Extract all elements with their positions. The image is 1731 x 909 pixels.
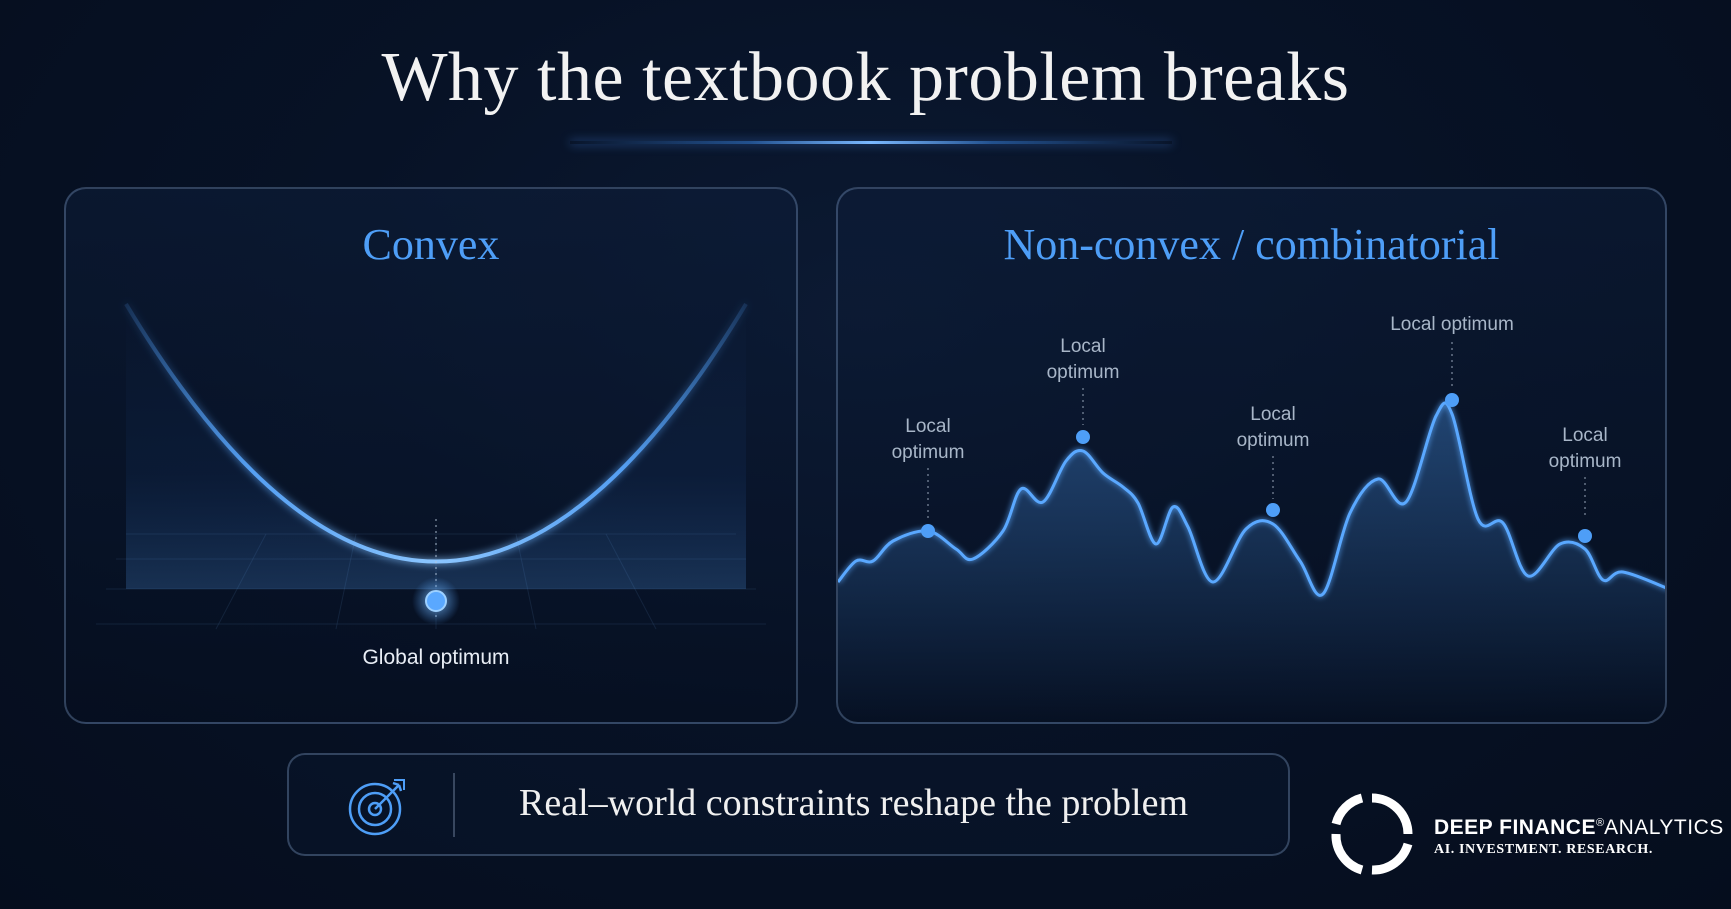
local-optimum-4: Local optimum [1390,314,1514,407]
local-optimum-label: optimum [1047,362,1120,383]
target-icon [348,779,405,836]
local-optimum-5: Local optimum [1549,425,1622,543]
nonconvex-panel-title: Non-convex / combinatorial [1003,220,1500,269]
banner-text: Real–world constraints reshape the probl… [519,782,1189,824]
local-optimum-label: optimum [1549,451,1622,472]
circular-arrows-logo [1331,793,1413,875]
local-optimum-marker [921,524,935,538]
local-optimum-label: Local optimum [1390,314,1514,335]
local-optimum-marker [1076,430,1090,444]
title-divider [570,141,1172,144]
local-optimum-label: Local [1250,404,1295,425]
brand: DEEP FINANCE®ANALYTICS AI. INVESTMENT. R… [1434,816,1724,858]
local-optimum-marker [1578,529,1592,543]
local-optimum-label: Local [905,416,950,437]
nonconvex-curve [838,401,1665,597]
nonconvex-curve-diagram: Local optimum Local optimum Local optimu… [838,314,1665,722]
convex-curve-diagram: Global optimum [96,302,766,669]
convex-panel: Convex [64,187,798,724]
local-optimum-2: Local optimum [1047,336,1120,444]
constraints-banner: Real–world constraints reshape the probl… [287,753,1290,856]
brand-name: DEEP FINANCE®ANALYTICS [1434,816,1724,839]
local-optimum-marker [1266,503,1280,517]
local-optimum-3: Local optimum [1237,404,1310,517]
banner-divider [453,773,455,837]
convex-panel-title: Convex [362,220,500,269]
local-optimum-label: optimum [892,442,965,463]
local-optimum-label: Local [1562,425,1607,446]
page-title: Why the textbook problem breaks [381,39,1350,116]
global-optimum-label: Global optimum [362,646,509,669]
local-optimum-label: optimum [1237,430,1310,451]
local-optimum-marker [1445,393,1459,407]
global-optimum-marker [425,590,447,612]
brand-tagline: AI. INVESTMENT. RESEARCH. [1434,842,1653,857]
local-optimum-1: Local optimum [892,416,965,538]
nonconvex-panel: Non-convex / combinatorial Local optimum… [836,187,1667,724]
local-optimum-label: Local [1060,336,1105,357]
